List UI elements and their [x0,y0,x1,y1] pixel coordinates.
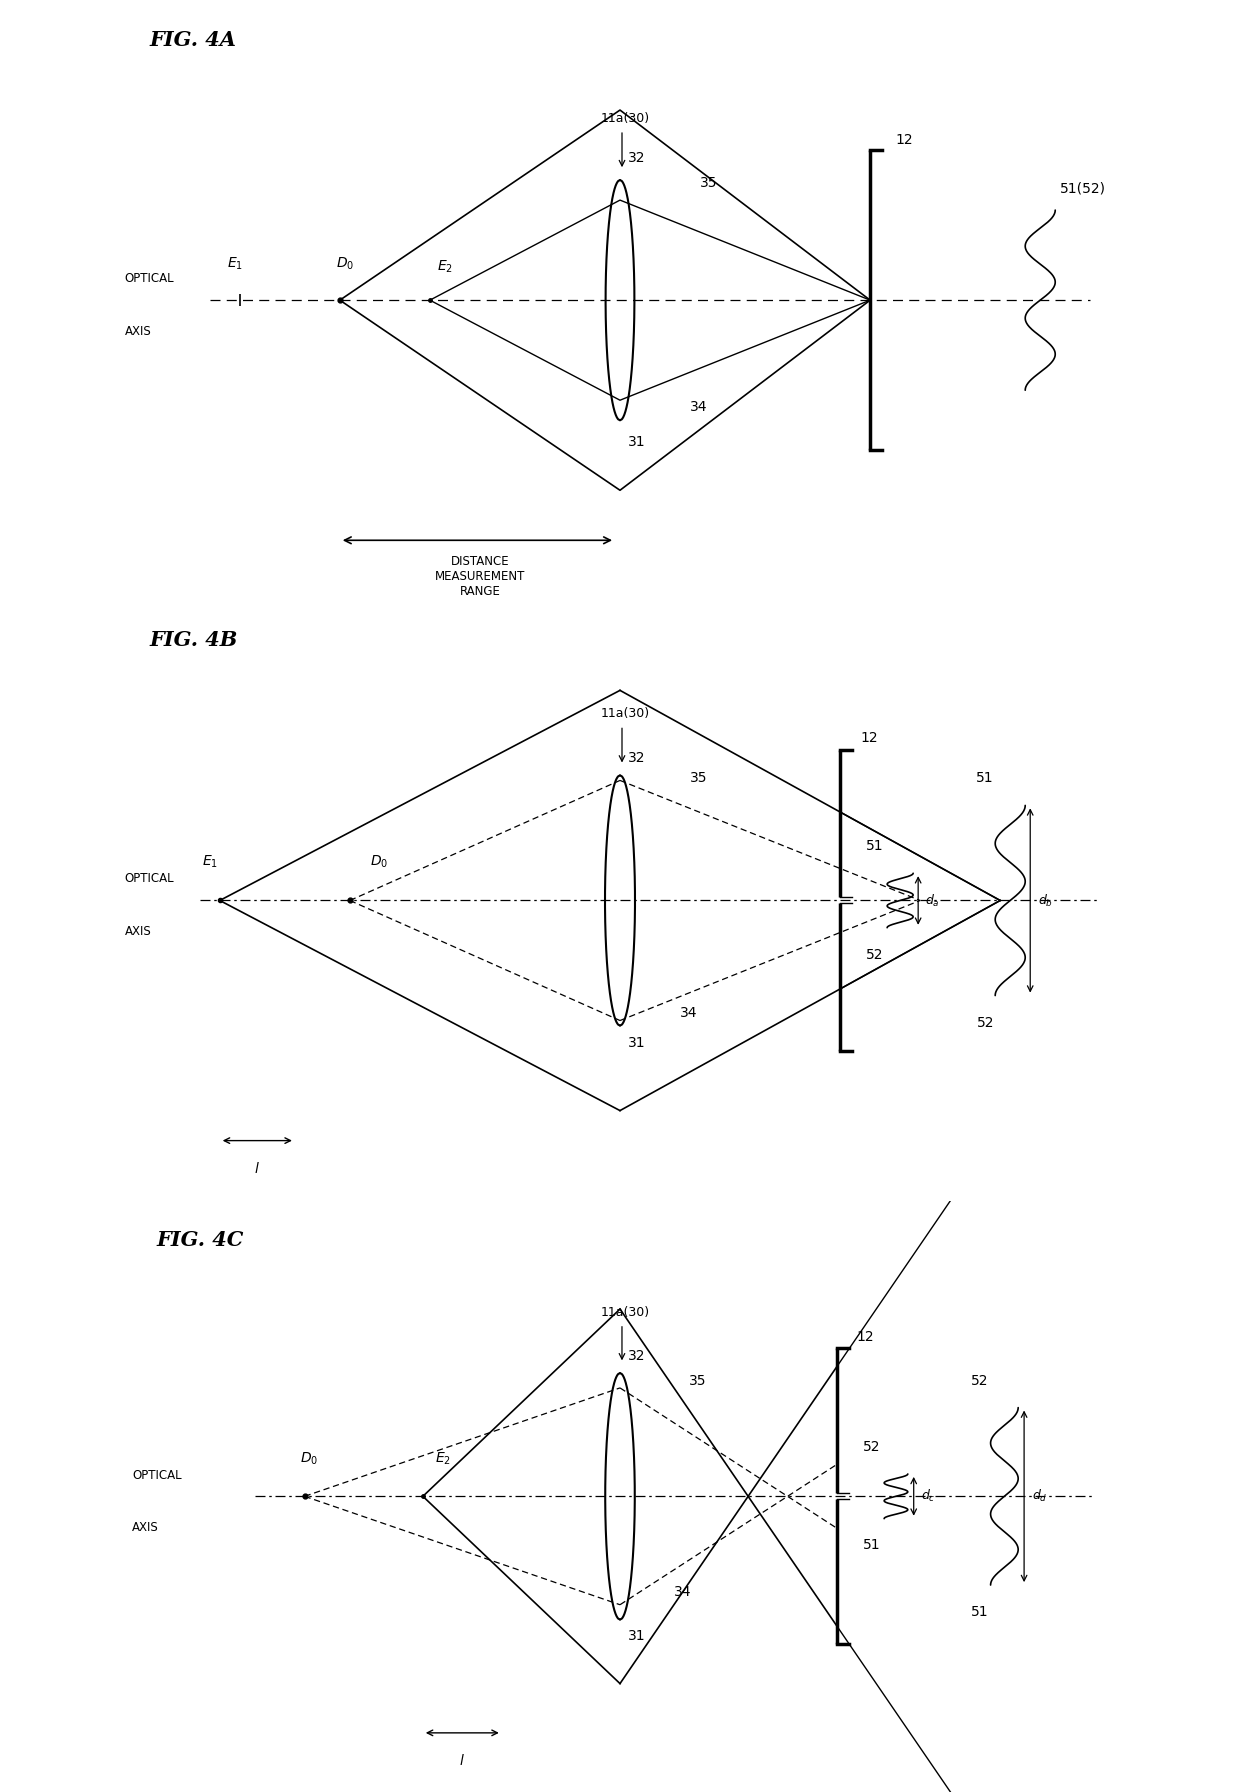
Text: 52: 52 [867,948,884,962]
Text: $d_d$: $d_d$ [1032,1489,1048,1503]
Text: 52: 52 [976,1016,994,1030]
Text: 34: 34 [675,1584,692,1598]
Text: $l$: $l$ [254,1161,260,1176]
Text: 34: 34 [680,1005,698,1020]
Text: 35: 35 [689,1374,707,1387]
Text: FIG. 4B: FIG. 4B [150,631,238,650]
Text: 52: 52 [863,1441,880,1455]
Text: DISTANCE
MEASUREMENT
RANGE: DISTANCE MEASUREMENT RANGE [435,556,525,599]
Text: 11a(30): 11a(30) [600,708,650,720]
Text: 51: 51 [863,1538,880,1552]
Text: 51: 51 [971,1606,988,1618]
Text: 34: 34 [689,400,708,414]
Text: $D_0$: $D_0$ [336,256,353,272]
Text: $d_a$: $d_a$ [925,892,940,909]
Text: 52: 52 [971,1374,988,1387]
Text: AXIS: AXIS [133,1521,159,1534]
Text: 51: 51 [976,771,994,785]
Text: OPTICAL: OPTICAL [125,873,175,885]
Text: 31: 31 [627,1629,646,1643]
Text: 11a(30): 11a(30) [600,113,650,125]
Text: 35: 35 [689,771,708,785]
Text: $E_2$: $E_2$ [436,258,453,276]
Text: AXIS: AXIS [125,324,151,339]
Text: 51: 51 [867,839,884,853]
Text: $l$: $l$ [459,1753,465,1767]
Text: 32: 32 [627,151,646,165]
Text: $E_1$: $E_1$ [227,256,243,272]
Text: 12: 12 [895,133,913,147]
Text: $d_c$: $d_c$ [920,1489,935,1503]
Text: FIG. 4A: FIG. 4A [150,30,237,50]
Text: 12: 12 [861,731,878,745]
Text: $E_1$: $E_1$ [202,855,218,871]
Text: 32: 32 [627,751,646,765]
Text: 12: 12 [857,1330,874,1344]
Text: $D_0$: $D_0$ [300,1450,319,1466]
Text: 35: 35 [701,176,718,190]
Text: $E_2$: $E_2$ [434,1450,450,1466]
Text: $D_0$: $D_0$ [370,855,388,871]
Text: 51(52): 51(52) [1060,181,1106,195]
Text: AXIS: AXIS [125,925,151,939]
Text: OPTICAL: OPTICAL [125,272,175,285]
Text: OPTICAL: OPTICAL [133,1468,182,1482]
Text: 11a(30): 11a(30) [600,1306,650,1319]
Text: 31: 31 [627,1036,646,1050]
Text: 31: 31 [627,435,646,450]
Text: 32: 32 [627,1349,645,1364]
Text: $d_b$: $d_b$ [1038,892,1053,909]
Text: FIG. 4C: FIG. 4C [156,1229,244,1251]
